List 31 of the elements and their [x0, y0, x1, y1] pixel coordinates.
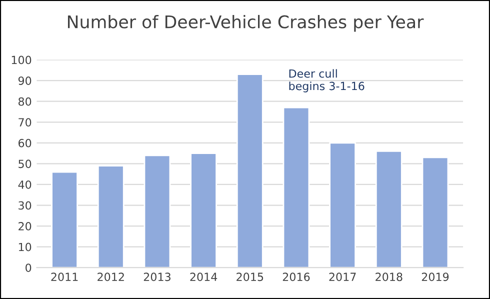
- bar: [236, 74, 264, 268]
- bar: [422, 156, 449, 268]
- y-tick-label: 60: [18, 138, 32, 148]
- x-tick-label: 2017: [329, 272, 356, 282]
- y-tick-label: 50: [18, 160, 32, 168]
- bar: [51, 171, 78, 268]
- x-tick-label: 2012: [98, 272, 124, 282]
- x-tick-label: 2011: [51, 272, 78, 282]
- x-tick-label: 2019: [422, 272, 449, 282]
- bar: [375, 150, 402, 268]
- y-tick-label: 30: [18, 201, 32, 210]
- bar: [329, 142, 356, 268]
- y-tick-label: 100: [12, 56, 32, 64]
- x-tick-label: 2015: [236, 272, 264, 282]
- bar: [190, 152, 217, 268]
- bar: [97, 165, 124, 268]
- bar: [282, 106, 310, 268]
- y-tick-label: 10: [18, 242, 32, 252]
- y-tick-label: 90: [18, 76, 32, 85]
- annotation: Deer cull begins 3-1-16: [289, 69, 364, 92]
- x-tick-label: 2014: [190, 272, 218, 282]
- chart-title: Number of Deer-Vehicle Crashes per Year: [68, 14, 424, 32]
- y-tick-label: 20: [18, 222, 32, 230]
- y-tick-label: 40: [18, 180, 32, 189]
- y-tick-label: 70: [18, 118, 32, 127]
- y-tick-label: 80: [18, 97, 32, 106]
- y-tick-label: 0: [26, 264, 32, 272]
- x-tick-label: 2018: [376, 272, 402, 282]
- bar: [144, 154, 171, 268]
- x-tick-label: 2013: [144, 272, 170, 282]
- x-tick-label: 2016: [282, 272, 310, 282]
